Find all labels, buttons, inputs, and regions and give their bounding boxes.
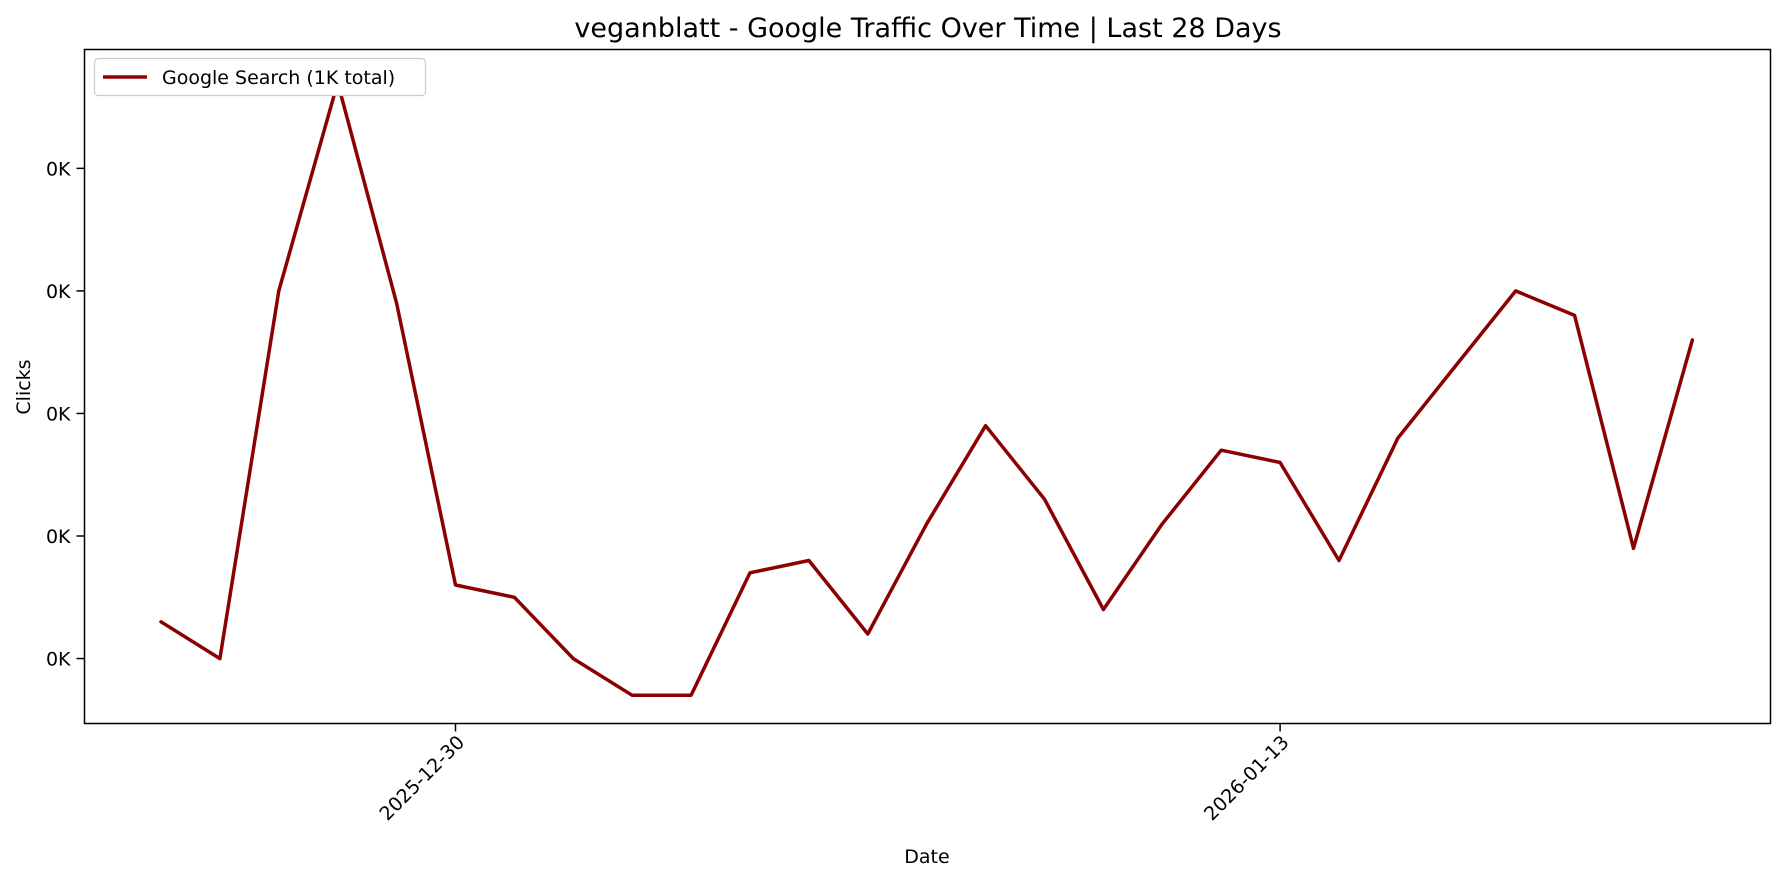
- x-axis-label: Date: [904, 846, 949, 868]
- legend-box: [93, 57, 427, 97]
- y-tick-label: 0K: [46, 403, 71, 425]
- y-tick-label: 0K: [46, 526, 71, 548]
- y-axis-label: Clicks: [13, 359, 35, 414]
- y-axis: 0K 0K 0K 0K 0K: [46, 158, 85, 671]
- legend: Google Search (1K total): [93, 57, 427, 97]
- y-tick-label: 0K: [46, 649, 71, 671]
- legend-label: Google Search (1K total): [162, 67, 395, 89]
- x-tick-label: 2025-12-30: [375, 731, 469, 825]
- series-line: [159, 80, 1695, 698]
- x-axis: 2025-12-30 2026-01-13: [375, 723, 1294, 825]
- plot-area: [83, 48, 1772, 725]
- series-layer: [159, 80, 1695, 698]
- chart-title: veganblatt - Google Traffic Over Time | …: [574, 13, 1281, 44]
- y-tick-label: 0K: [46, 158, 71, 180]
- y-tick-label: 0K: [46, 281, 71, 303]
- x-tick-label: 2026-01-13: [1200, 731, 1294, 825]
